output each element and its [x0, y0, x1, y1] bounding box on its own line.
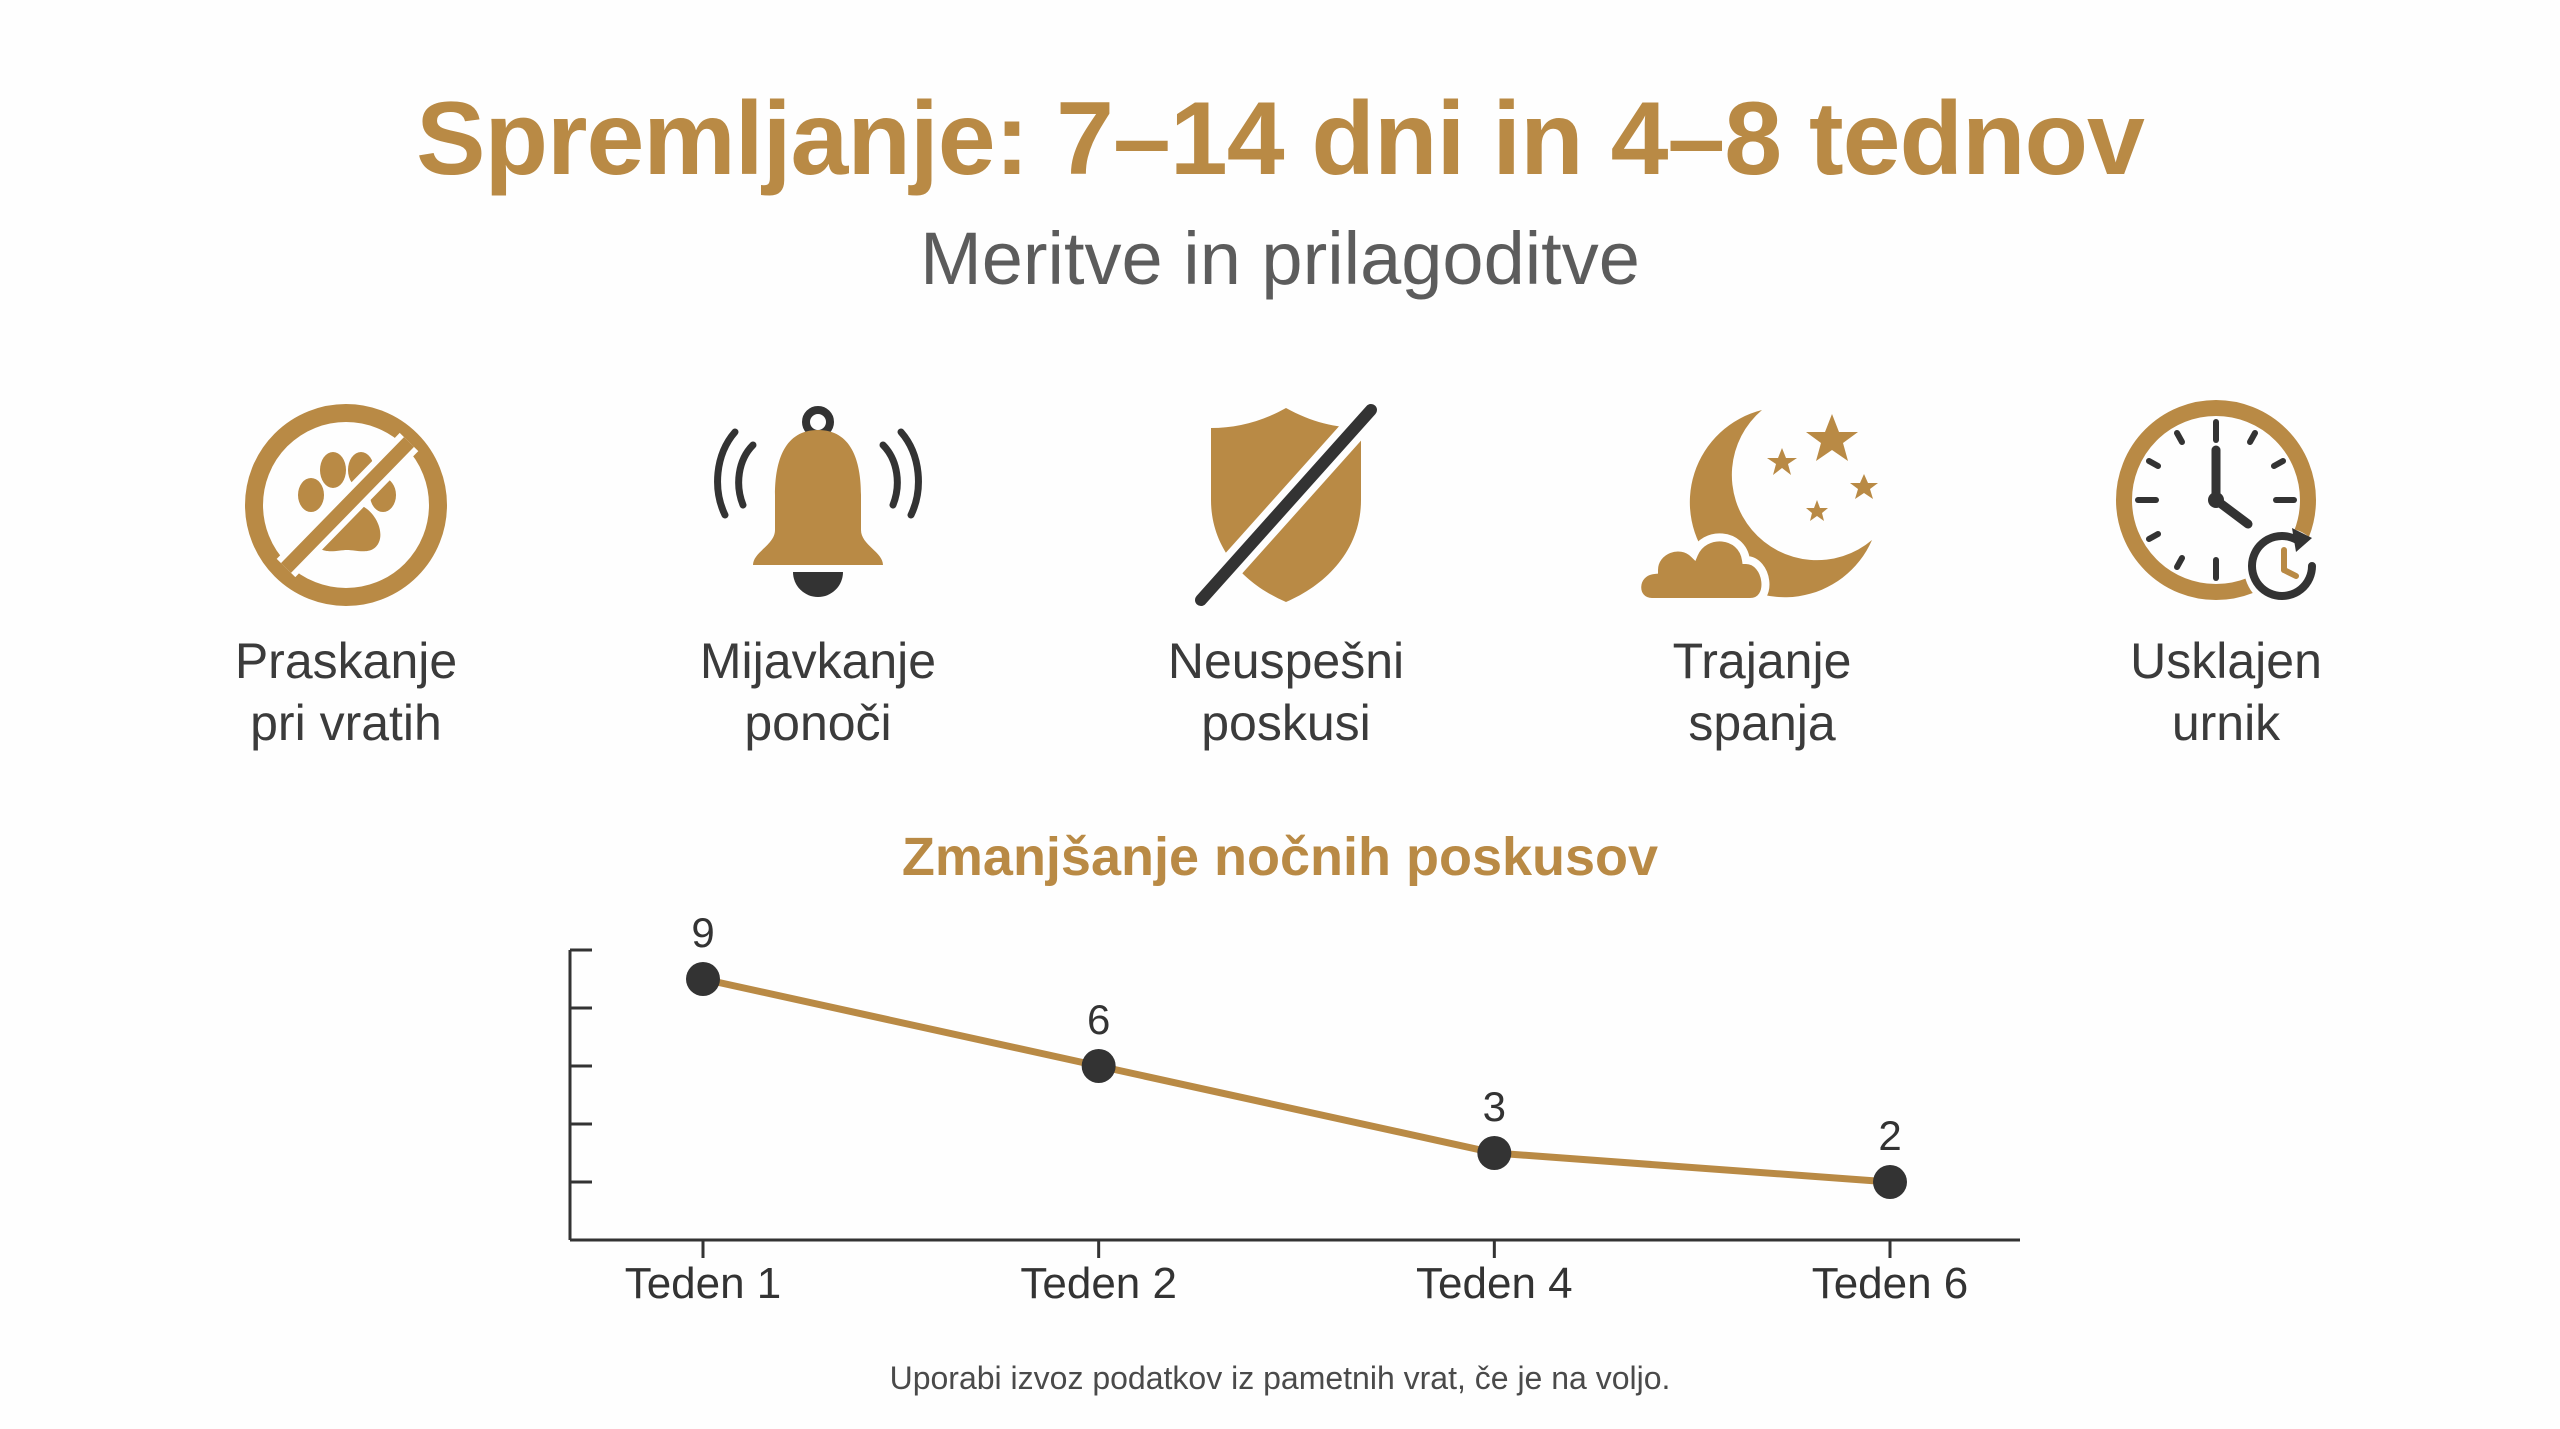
data-point: [1873, 1165, 1907, 1199]
data-point: [1081, 1049, 1116, 1083]
metric-scratching: Praskanje pri vratih: [126, 400, 566, 754]
metric-label: Mijavkanje ponoči: [699, 633, 937, 751]
metric-schedule: Usklajen urnik: [2006, 400, 2446, 754]
x-tick-label: Teden 1: [625, 1259, 782, 1308]
metric-failed-attempts: Neuspešni poskusi: [1066, 400, 1506, 754]
metric-label: Neuspešni poskusi: [1167, 633, 1405, 751]
metric-label: Praskanje pri vratih: [234, 633, 458, 751]
data-point: [686, 962, 720, 996]
metric-label: Usklajen urnik: [2130, 633, 2322, 751]
series-line: [702, 975, 1891, 1186]
chart-title: Zmanjšanje nočnih poskusov: [901, 827, 1659, 887]
metric-label: Trajanje spanja: [1672, 633, 1852, 751]
footnote: Uporabi izvoz podatkov iz pametnih vrat,…: [889, 1360, 1671, 1396]
metric-meowing: Mijavkanje ponoči: [598, 400, 1038, 754]
page-subtitle: Meritve in prilagoditve: [920, 217, 1640, 300]
ringing-bell-icon: [714, 406, 922, 597]
shield-slash-icon: [1191, 401, 1381, 609]
x-tick-label: Teden 4: [1416, 1259, 1573, 1308]
metric-sleep-duration: Trajanje spanja: [1542, 400, 1982, 754]
x-tick-label: Teden 6: [1812, 1259, 1969, 1308]
data-label: 3: [1483, 1083, 1506, 1130]
data-point: [1477, 1136, 1512, 1170]
x-tick-label: Teden 2: [1020, 1259, 1177, 1308]
data-label: 2: [1878, 1112, 1901, 1159]
paw-prohibited-icon: [245, 404, 447, 606]
moon-stars-cloud-icon: [1633, 410, 1878, 606]
data-label: 6: [1087, 996, 1110, 1043]
page-title: Spremljanje: 7–14 dni in 4–8 tednov: [416, 81, 2145, 197]
data-label: 9: [691, 909, 714, 956]
clock-sync-icon: [2116, 400, 2324, 608]
